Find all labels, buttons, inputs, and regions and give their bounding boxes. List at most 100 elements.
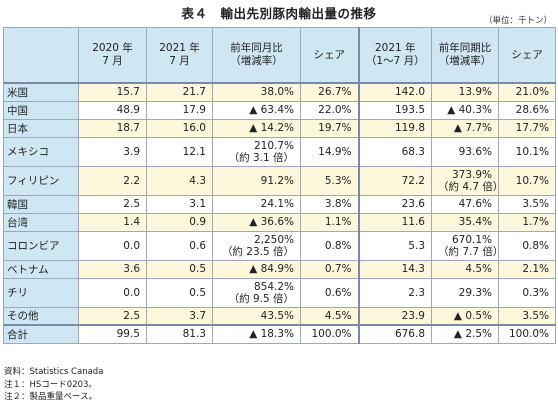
cell-line: ▲ 84.9% [249, 263, 294, 275]
cell-c6: 373.9% （約 4.7 倍） [431, 165, 499, 196]
cell-c4: 22.0% [300, 100, 359, 120]
table-row: 台湾 1.4 0.9 ▲ 36.6% 1.1% 11.6 35.4% 1.7% [3, 212, 556, 232]
cell-c6: 93.6% [431, 136, 499, 167]
cell-c1: 99.5 [78, 324, 147, 344]
cell-c3: ▲ 14.2% [212, 118, 301, 138]
cell-c5: 68.3 [357, 136, 432, 167]
note-1: 注１：HSコード0203。 [4, 379, 97, 390]
table-title: 表４ 輸出先別豚肉輸出量の推移 [181, 6, 377, 21]
cell-c6: 47.6% [431, 194, 499, 214]
cell-c3: ▲ 36.6% [212, 212, 301, 232]
cell-c7: 2.1% [498, 259, 556, 279]
note-source: 資料：Statistics Canada [4, 367, 104, 377]
cell-c1: 3.9 [78, 136, 147, 167]
cell-c4: 26.7% [300, 82, 359, 102]
cell-c4: 1.1% [300, 212, 359, 232]
cell-line: ▲ 14.2% [249, 122, 294, 134]
cell-c6: 670.1% （約 7.7 倍） [431, 230, 499, 261]
cell-c6: ▲ 40.3% [431, 100, 499, 120]
cell-c2: 0.5 [146, 277, 213, 308]
column-header-line1: 2021 年 [159, 42, 200, 54]
cell-c5: 5.3 [357, 230, 432, 261]
column-header-line2: （増減率） [438, 55, 492, 67]
table-row: 韓国 2.5 3.1 24.1% 3.8% 23.6 47.6% 3.5% [3, 194, 556, 214]
cell-c5: 193.5 [357, 100, 432, 120]
column-header-line2: 7 月 [102, 55, 123, 67]
cell-c5: 14.3 [357, 259, 432, 279]
row-label: チリ [3, 277, 79, 308]
cell-line: ▲ 36.6% [249, 216, 294, 228]
cell-c5: 676.8 [357, 324, 432, 344]
cell-c7: 0.8% [498, 230, 556, 261]
cell-c2: 16.0 [146, 118, 213, 138]
cell-c2: 21.7 [146, 82, 213, 102]
cell-line: 38.0% [260, 86, 294, 99]
cell-c3: 854.2% （約 9.5 倍） [212, 277, 301, 308]
cell-c6: 13.9% [431, 82, 499, 102]
column-header-line1: シェア [511, 48, 543, 61]
cell-line: 210.7% [253, 139, 294, 152]
cell-line: 373.9% [451, 168, 492, 181]
table-row: 合計 99.5 81.3 ▲ 18.3% 100.0% 676.8 ▲ 2.5% 100.0% [3, 324, 556, 344]
cell-c3: ▲ 63.4% [212, 100, 301, 120]
cell-c3: 210.7% （約 3.1 倍） [212, 136, 301, 167]
cell-c7: 3.5% [498, 194, 556, 214]
cell-line: ▲ 2.5% [453, 328, 492, 341]
cell-c2: 4.3 [146, 165, 213, 196]
row-label: 中国 [3, 100, 79, 120]
cell-c1: 0.0 [78, 277, 147, 308]
cell-c6: ▲ 0.5% [431, 306, 499, 326]
cell-c4: 14.9% [300, 136, 359, 167]
cell-c7: 28.6% [498, 100, 556, 120]
cell-line: 4.5% [465, 263, 492, 275]
row-label: その他 [3, 306, 79, 326]
note-2: 注２：製品重量ベース。 [4, 392, 98, 402]
table-row: メキシコ 3.9 12.1 210.7% （約 3.1 倍） 14.9% 68.3 93.6%… [3, 136, 556, 167]
cell-c4: 100.0% [300, 324, 359, 344]
cell-c1: 0.0 [78, 230, 147, 261]
cell-c7: 10.1% [498, 136, 556, 167]
cell-line: 2,250% [253, 233, 294, 246]
cell-line: 24.1% [260, 198, 294, 210]
cell-c5: 11.6 [357, 212, 432, 232]
cell-c5: 23.9 [357, 306, 432, 326]
cell-c6: 35.4% [431, 212, 499, 232]
cell-c1: 3.6 [78, 259, 147, 279]
cell-c2: 3.7 [146, 306, 213, 326]
column-header-line1: 前年同月比 [230, 42, 283, 54]
cell-c6: 4.5% [431, 259, 499, 279]
cell-c3: 91.2% [212, 165, 301, 196]
column-header-5: 2021 年（1～7 月） [357, 27, 432, 84]
cell-line: 91.2% [260, 174, 294, 187]
cell-line: 47.6% [458, 198, 492, 210]
cell-line: （約 9.5 倍） [228, 292, 294, 305]
cell-c6: ▲ 7.7% [431, 118, 499, 138]
row-label: コロンビア [3, 230, 79, 261]
table-row: ベトナム 3.6 0.5 ▲ 84.9% 0.7% 14.3 4.5% 2.1% [3, 259, 556, 279]
table-body: 米国 15.7 21.7 38.0% 26.7% 142.0 13.9% 21.0% 中国 48.… [3, 82, 556, 344]
cell-c7: 1.7% [498, 212, 556, 232]
cell-c2: 0.6 [146, 230, 213, 261]
cell-c4: 0.8% [300, 230, 359, 261]
unit-label: （単位：千トン） [483, 16, 552, 26]
cell-c3: ▲ 18.3% [212, 324, 301, 344]
cell-c4: 0.7% [300, 259, 359, 279]
table-row: フィリピン 2.2 4.3 91.2% 5.3% 72.2 373.9% （約 4.7 倍） 1… [3, 165, 556, 196]
table-row: チリ 0.0 0.5 854.2% （約 9.5 倍） 0.6% 2.3 29.3% 0.3% [3, 277, 556, 308]
cell-c5: 2.3 [357, 277, 432, 308]
table-row: その他 2.5 3.7 43.5% 4.5% 23.9 ▲ 0.5% 3.5% [3, 306, 556, 326]
column-header-line1: 2020 年 [92, 42, 133, 54]
cell-line: ▲ 7.7% [453, 122, 492, 134]
cell-c4: 3.8% [300, 194, 359, 214]
cell-line: ▲ 18.3% [249, 328, 294, 341]
cell-c2: 81.3 [146, 324, 213, 344]
column-header-6: 前年同期比 （増減率） [431, 27, 499, 84]
cell-c7: 100.0% [498, 324, 556, 344]
cell-line: 93.6% [458, 145, 492, 158]
cell-c2: 3.1 [146, 194, 213, 214]
row-label: ベトナム [3, 259, 79, 279]
cell-c7: 21.0% [498, 82, 556, 102]
cell-c2: 12.1 [146, 136, 213, 167]
